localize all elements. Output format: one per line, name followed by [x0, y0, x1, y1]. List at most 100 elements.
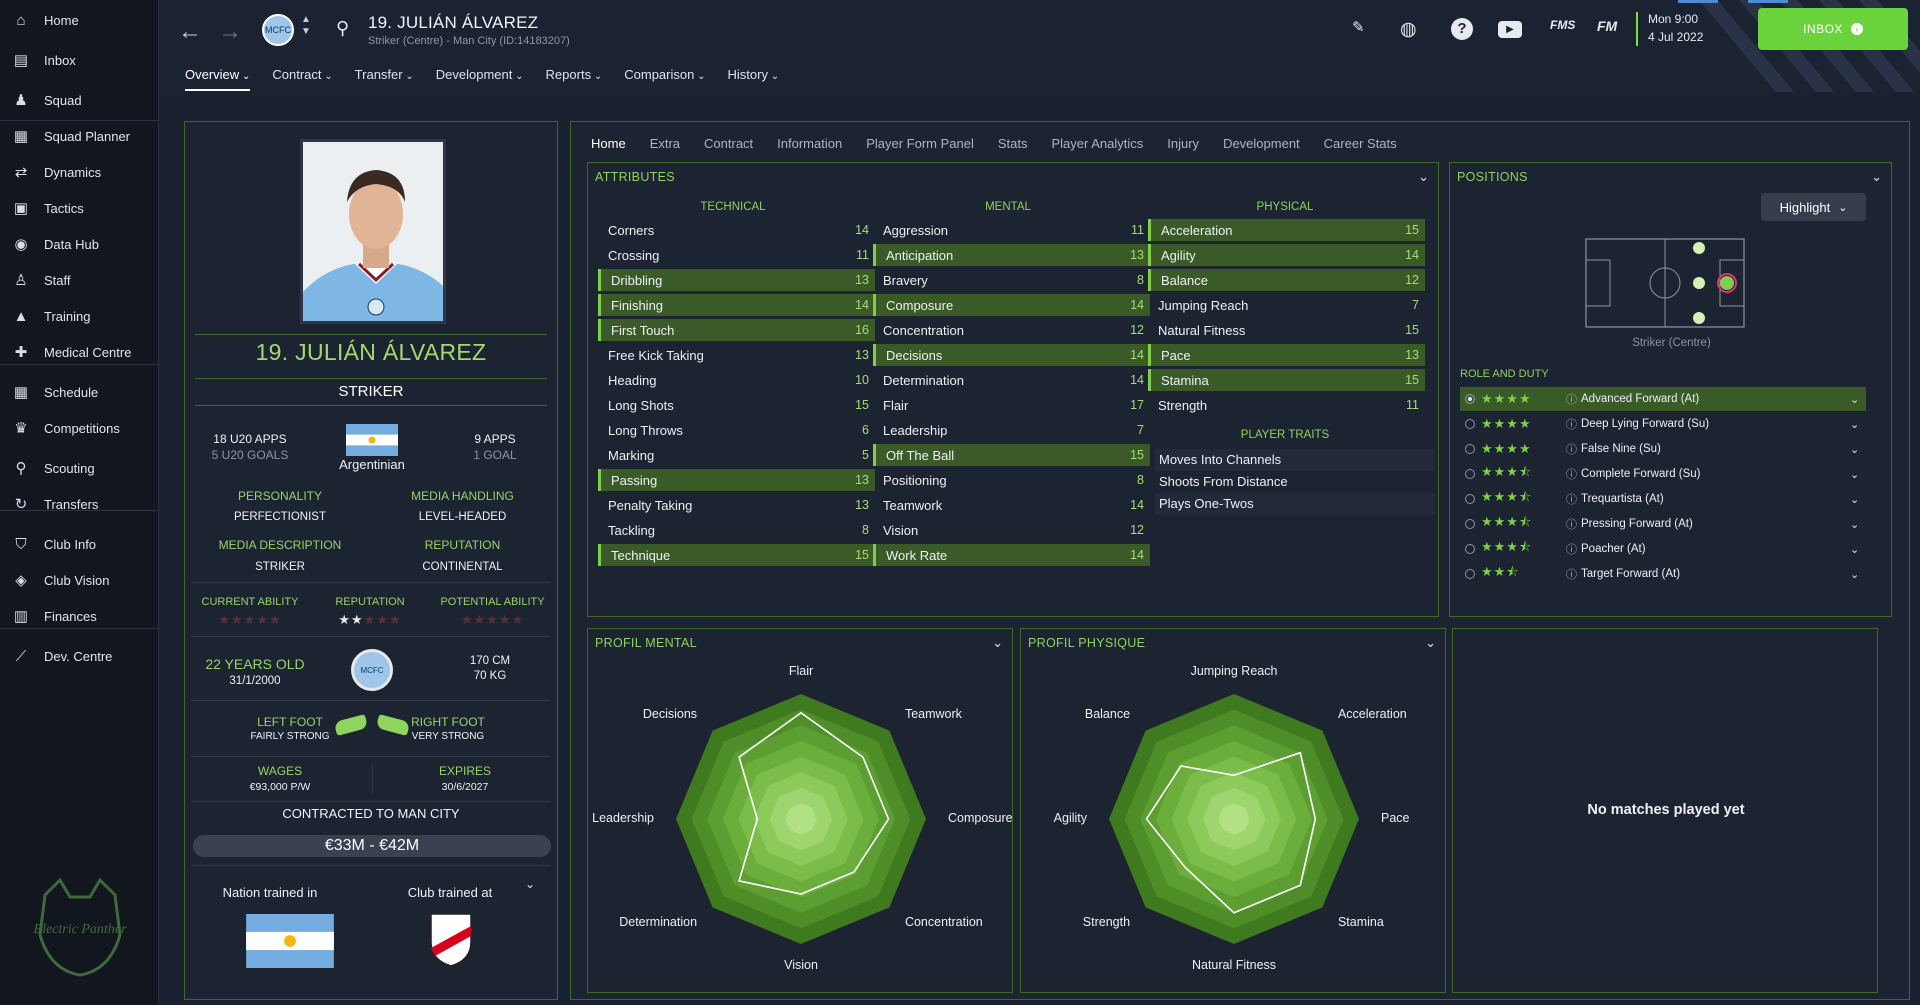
- attribute-stamina[interactable]: Stamina 15: [1148, 369, 1425, 391]
- club-switch-chevron-icon[interactable]: ▲ ▼: [301, 14, 311, 37]
- attribute-anticipation[interactable]: Anticipation 13: [873, 244, 1150, 266]
- positions-chevron-icon[interactable]: ⌄: [1871, 169, 1882, 184]
- forward-arrow-icon[interactable]: →: [218, 18, 242, 45]
- info-icon[interactable]: ⓘ: [1566, 419, 1577, 431]
- club-crest-icon[interactable]: MCFC: [351, 649, 393, 691]
- role-radio[interactable]: [1465, 469, 1475, 479]
- tab-injury[interactable]: Injury: [1167, 136, 1200, 151]
- help-icon[interactable]: ?: [1451, 18, 1473, 40]
- attribute-acceleration[interactable]: Acceleration 15: [1148, 219, 1425, 241]
- attribute-corners[interactable]: Corners 14: [598, 219, 875, 241]
- profil-mental-chevron-icon[interactable]: ⌄: [992, 635, 1003, 650]
- club-badge-icon[interactable]: MCFC: [262, 14, 294, 46]
- attribute-free-kick-taking[interactable]: Free Kick Taking 13: [598, 344, 875, 366]
- profil-physique-chevron-icon[interactable]: ⌄: [1425, 635, 1436, 650]
- role-radio[interactable]: [1465, 394, 1475, 404]
- menu-contract[interactable]: Contract ⌄: [272, 67, 332, 91]
- highlight-dropdown[interactable]: Highlight ⌄: [1761, 193, 1866, 221]
- role-radio[interactable]: [1465, 569, 1475, 579]
- attributes-chevron-icon[interactable]: ⌄: [1418, 169, 1429, 184]
- attribute-finishing[interactable]: Finishing 14: [598, 294, 875, 316]
- sidebar-item-data-hub[interactable]: ◉ Data Hub: [0, 228, 159, 260]
- attribute-composure[interactable]: Composure 14: [873, 294, 1150, 316]
- attribute-long-throws[interactable]: Long Throws 6: [598, 419, 875, 441]
- menu-comparison[interactable]: Comparison ⌄: [624, 67, 705, 91]
- attribute-positioning[interactable]: Positioning 8: [873, 469, 1150, 491]
- sidebar-item-home[interactable]: ⌂ Home: [0, 4, 159, 36]
- tab-extra[interactable]: Extra: [649, 136, 681, 151]
- sidebar-item-tactics[interactable]: ▣ Tactics: [0, 192, 159, 224]
- pitch-diagram[interactable]: [1585, 238, 1745, 328]
- attribute-technique[interactable]: Technique 15: [598, 544, 875, 566]
- role-row[interactable]: ★★⯪ ⓘ Target Forward (At) ⌄: [1460, 562, 1866, 586]
- attribute-long-shots[interactable]: Long Shots 15: [598, 394, 875, 416]
- info-icon[interactable]: ⓘ: [1566, 394, 1577, 406]
- role-radio[interactable]: [1465, 444, 1475, 454]
- player-trait[interactable]: Moves Into Channels: [1155, 449, 1435, 471]
- sidebar-item-club-info[interactable]: ⛉ Club Info: [0, 528, 159, 560]
- attribute-heading[interactable]: Heading 10: [598, 369, 875, 391]
- sidebar-item-finances[interactable]: ▥ Finances: [0, 600, 159, 632]
- attribute-leadership[interactable]: Leadership 7: [873, 419, 1150, 441]
- role-row[interactable]: ★★★★ ⓘ Deep Lying Forward (Su) ⌄: [1460, 412, 1866, 436]
- attribute-passing[interactable]: Passing 13: [598, 469, 875, 491]
- role-row[interactable]: ★★★⯪ ⓘ Complete Forward (Su) ⌄: [1460, 462, 1866, 486]
- tab-development[interactable]: Development: [1223, 136, 1300, 151]
- video-play-icon[interactable]: ▶: [1498, 21, 1522, 38]
- info-icon[interactable]: ⓘ: [1566, 519, 1577, 531]
- chevron-down-icon[interactable]: ⌄: [1850, 468, 1860, 481]
- trained-chevron-icon[interactable]: ⌄: [525, 877, 536, 891]
- info-icon[interactable]: ⓘ: [1566, 444, 1577, 456]
- sidebar-item-schedule[interactable]: ▦ Schedule: [0, 376, 159, 408]
- attribute-bravery[interactable]: Bravery 8: [873, 269, 1150, 291]
- sidebar-item-dev-centre[interactable]: ⟋ Dev. Centre: [0, 640, 159, 672]
- search-icon[interactable]: ⚲: [336, 18, 350, 38]
- attribute-work-rate[interactable]: Work Rate 14: [873, 544, 1150, 566]
- tab-home[interactable]: Home: [591, 136, 626, 151]
- attribute-dribbling[interactable]: Dribbling 13: [598, 269, 875, 291]
- inbox-button[interactable]: INBOX ›: [1758, 8, 1908, 50]
- menu-overview[interactable]: Overview ⌄: [185, 67, 251, 91]
- chevron-down-icon[interactable]: ⌄: [1850, 543, 1860, 556]
- chevron-down-icon[interactable]: ⌄: [1850, 393, 1860, 406]
- menu-transfer[interactable]: Transfer ⌄: [355, 67, 414, 91]
- role-row[interactable]: ★★★⯪ ⓘ Poacher (At) ⌄: [1460, 537, 1866, 561]
- player-trait[interactable]: Plays One-Twos: [1155, 493, 1435, 515]
- sidebar-item-staff[interactable]: ♙ Staff: [0, 264, 159, 296]
- chevron-down-icon[interactable]: ⌄: [1850, 568, 1860, 581]
- attribute-determination[interactable]: Determination 14: [873, 369, 1150, 391]
- world-icon[interactable]: ◍: [1400, 19, 1417, 40]
- attribute-teamwork[interactable]: Teamwork 14: [873, 494, 1150, 516]
- fm-icon[interactable]: FM: [1597, 18, 1618, 34]
- role-radio[interactable]: [1465, 494, 1475, 504]
- sidebar-item-squad-planner[interactable]: ▦ Squad Planner: [0, 120, 159, 152]
- sidebar-item-scouting[interactable]: ⚲ Scouting: [0, 452, 159, 484]
- role-row[interactable]: ★★★★ ⓘ Advanced Forward (At) ⌄: [1460, 387, 1866, 411]
- chevron-down-icon[interactable]: ⌄: [1850, 418, 1860, 431]
- attribute-crossing[interactable]: Crossing 11: [598, 244, 875, 266]
- info-icon[interactable]: ⓘ: [1566, 469, 1577, 481]
- role-radio[interactable]: [1465, 419, 1475, 429]
- attribute-off-the-ball[interactable]: Off The Ball 15: [873, 444, 1150, 466]
- role-row[interactable]: ★★★★ ⓘ False Nine (Su) ⌄: [1460, 437, 1866, 461]
- sidebar-item-competitions[interactable]: ♛ Competitions: [0, 412, 159, 444]
- role-radio[interactable]: [1465, 544, 1475, 554]
- tab-player-form-panel[interactable]: Player Form Panel: [866, 136, 974, 151]
- attribute-first-touch[interactable]: First Touch 16: [598, 319, 875, 341]
- info-icon[interactable]: ⓘ: [1566, 569, 1577, 581]
- player-trait[interactable]: Shoots From Distance: [1155, 471, 1435, 493]
- attribute-pace[interactable]: Pace 13: [1148, 344, 1425, 366]
- tab-information[interactable]: Information: [777, 136, 843, 151]
- role-row[interactable]: ★★★⯪ ⓘ Trequartista (At) ⌄: [1460, 487, 1866, 511]
- attribute-concentration[interactable]: Concentration 12: [873, 319, 1150, 341]
- chevron-down-icon[interactable]: ⌄: [1850, 518, 1860, 531]
- sidebar-item-training[interactable]: ▲ Training: [0, 300, 159, 332]
- sidebar-item-medical-centre[interactable]: ✚ Medical Centre: [0, 336, 159, 368]
- back-arrow-icon[interactable]: ←: [178, 18, 202, 45]
- info-icon[interactable]: ⓘ: [1566, 544, 1577, 556]
- menu-development[interactable]: Development ⌄: [436, 67, 524, 91]
- tab-contract[interactable]: Contract: [704, 136, 754, 151]
- chevron-down-icon[interactable]: ⌄: [1850, 493, 1860, 506]
- sidebar-item-transfers[interactable]: ↻ Transfers: [0, 488, 159, 520]
- tab-career-stats[interactable]: Career Stats: [1323, 136, 1397, 151]
